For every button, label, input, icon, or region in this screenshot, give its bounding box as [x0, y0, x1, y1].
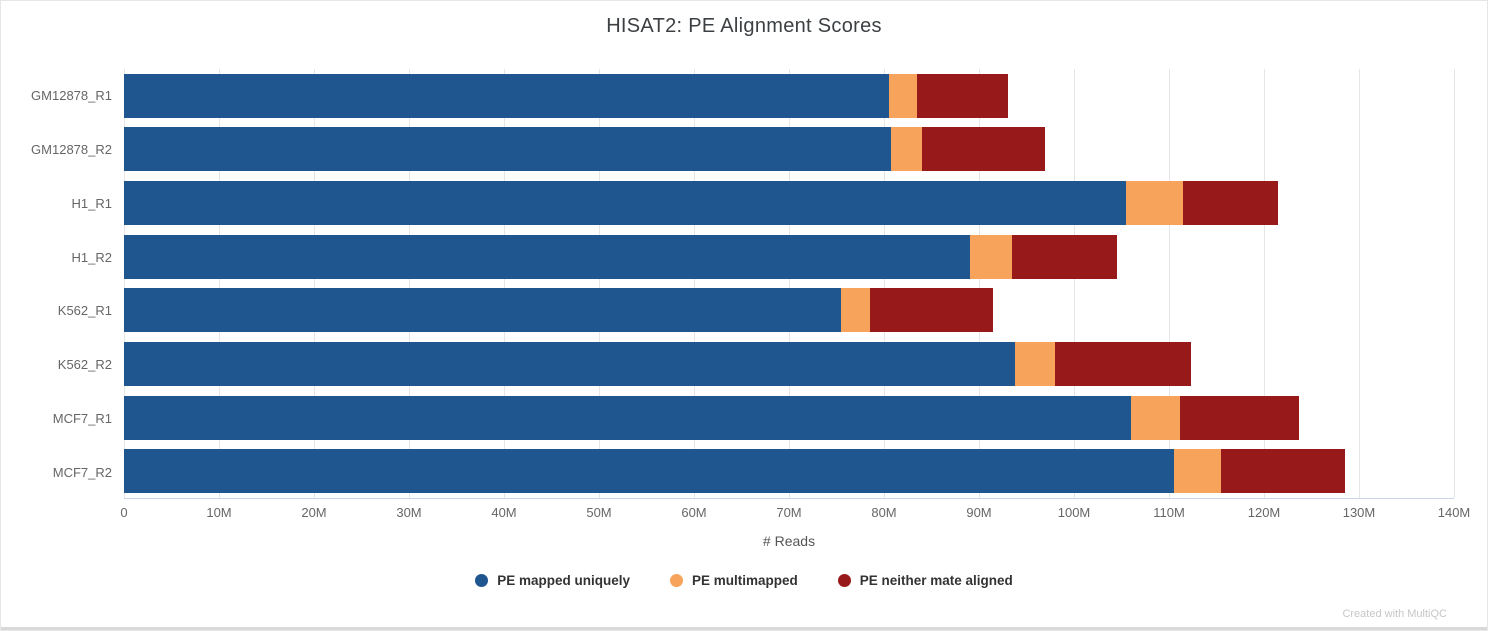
bar-segment-pe-multimapped[interactable]: [1173, 449, 1222, 494]
x-tick-label: 90M: [966, 505, 992, 520]
y-axis-label: GM12878_R1: [31, 88, 112, 104]
x-tick-label: 80M: [871, 505, 897, 520]
gridline: [409, 69, 410, 498]
bar-row: [124, 444, 1454, 498]
y-axis-label: GM12878_R2: [31, 142, 112, 158]
bar-segment-pe-multimapped[interactable]: [969, 234, 1013, 279]
bar-segment-pe-mapped-uniquely[interactable]: [124, 288, 842, 333]
bar-segment-pe-multimapped[interactable]: [841, 288, 870, 333]
bar-segment-pe-neither-mate-aligned[interactable]: [1054, 341, 1191, 386]
gridlines: [124, 69, 1455, 498]
bar-segment-pe-mapped-uniquely[interactable]: [124, 449, 1174, 494]
bar-segment-pe-mapped-uniquely[interactable]: [124, 395, 1131, 440]
bar-segment-pe-mapped-uniquely[interactable]: [124, 234, 970, 279]
bar-segment-pe-multimapped[interactable]: [1126, 181, 1184, 226]
y-axis-labels: GM12878_R1 GM12878_R2 H1_R1 H1_R2 K562_R1 K56…: [1, 69, 124, 499]
legend-marker-icon: [475, 574, 489, 587]
gridline: [219, 69, 220, 498]
bottom-strip: [1, 627, 1487, 630]
plot-area: [124, 69, 1455, 499]
bar-segment-pe-neither-mate-aligned[interactable]: [917, 73, 1008, 118]
x-tick-labels: 0 10M 20M 30M 40M 50M 60M 70M 80M 90M 100M 110M 120M…: [120, 505, 1470, 525]
x-tick-label: 60M: [681, 505, 707, 520]
bar-segment-pe-neither-mate-aligned[interactable]: [921, 127, 1046, 172]
x-tick-label: 40M: [491, 505, 517, 520]
gridline: [789, 69, 790, 498]
bar-segment-pe-multimapped[interactable]: [1015, 341, 1055, 386]
multiqc-credit: Created with MultiQC: [1342, 608, 1447, 620]
bar-segment-pe-mapped-uniquely[interactable]: [124, 341, 1016, 386]
gridline: [1454, 69, 1455, 498]
x-tick-label: 120M: [1247, 505, 1281, 520]
bar-segment-pe-neither-mate-aligned[interactable]: [1221, 449, 1345, 494]
gridline: [1358, 69, 1360, 498]
chart-body: GM12878_R1 GM12878_R2 H1_R1 H1_R2 K562_R1 K56…: [1, 69, 1487, 499]
y-axis-label: K562_R1: [57, 303, 112, 319]
x-tick-label: 20M: [301, 505, 327, 520]
stacked-bar-MCF7_R2: [124, 449, 1454, 494]
gridline: [124, 69, 125, 498]
bar-segment-pe-multimapped[interactable]: [890, 127, 922, 172]
bar-segment-pe-neither-mate-aligned[interactable]: [1183, 181, 1279, 226]
bar-segment-pe-neither-mate-aligned[interactable]: [869, 288, 994, 333]
bar-row: [124, 123, 1454, 177]
plot-rows: [124, 69, 1454, 498]
y-axis-label: MCF7_R2: [52, 464, 112, 480]
bar-row: [124, 230, 1454, 284]
y-axis-label: H1_R1: [71, 195, 112, 211]
x-axis-title: # Reads: [762, 533, 816, 549]
bar-segment-pe-mapped-uniquely[interactable]: [124, 181, 1127, 226]
bar-segment-pe-neither-mate-aligned[interactable]: [1180, 395, 1300, 440]
chart-title: HISAT2: PE Alignment Scores: [606, 15, 882, 37]
x-tick-label: 30M: [396, 505, 422, 520]
legend-marker-icon: [837, 574, 851, 587]
legend-label: PE neither mate aligned: [859, 573, 1013, 588]
gridline: [1169, 69, 1170, 498]
gridline: [599, 69, 600, 498]
legend-label: PE mapped uniquely: [497, 573, 630, 588]
x-tick-label: 100M: [1057, 505, 1091, 520]
legend: PE mapped uniquely PE multimapped PE neith…: [1, 573, 1487, 588]
x-tick-label: 50M: [586, 505, 612, 520]
y-axis-label: K562_R2: [57, 357, 112, 373]
stacked-bar-H1_R2: [124, 234, 1454, 279]
stacked-bar-K562_R1: [124, 288, 1454, 333]
legend-label: PE multimapped: [691, 573, 798, 588]
x-tick-label: 70M: [776, 505, 802, 520]
stacked-bar-H1_R1: [124, 181, 1454, 226]
bar-segment-pe-mapped-uniquely[interactable]: [124, 127, 891, 172]
bar-segment-pe-mapped-uniquely[interactable]: [124, 73, 889, 118]
bar-row: [124, 337, 1454, 391]
legend-marker-icon: [669, 574, 683, 587]
gridline: [1074, 69, 1075, 498]
stacked-bar-MCF7_R1: [124, 395, 1454, 440]
bar-segment-pe-neither-mate-aligned[interactable]: [1012, 234, 1117, 279]
bar-row: [124, 176, 1454, 230]
x-tick-label: 0: [120, 505, 128, 520]
bar-segment-pe-multimapped[interactable]: [1131, 395, 1181, 440]
legend-item[interactable]: PE mapped uniquely: [475, 573, 630, 588]
gridline: [884, 69, 885, 498]
x-tick-label: 10M: [206, 505, 232, 520]
y-axis-label: H1_R2: [71, 249, 112, 265]
legend-item[interactable]: PE neither mate aligned: [837, 573, 1013, 588]
stacked-bar-GM12878_R2: [124, 127, 1454, 172]
gridline: [314, 69, 315, 498]
gridline: [694, 69, 695, 498]
gridline: [1264, 69, 1265, 498]
gridline: [979, 69, 980, 498]
gridline: [504, 69, 505, 498]
x-tick-label: 110M: [1153, 505, 1185, 520]
bar-row: [124, 69, 1454, 123]
bar-segment-pe-multimapped[interactable]: [888, 73, 918, 118]
stacked-bar-GM12878_R1: [124, 73, 1454, 118]
bar-row: [124, 391, 1454, 445]
x-tick-label: 140M: [1437, 505, 1471, 520]
bar-row: [124, 284, 1454, 338]
legend-item[interactable]: PE multimapped: [669, 573, 798, 588]
y-axis-label: MCF7_R1: [52, 410, 112, 426]
stacked-bar-K562_R2: [124, 341, 1454, 386]
x-tick-label: 130M: [1342, 505, 1376, 520]
